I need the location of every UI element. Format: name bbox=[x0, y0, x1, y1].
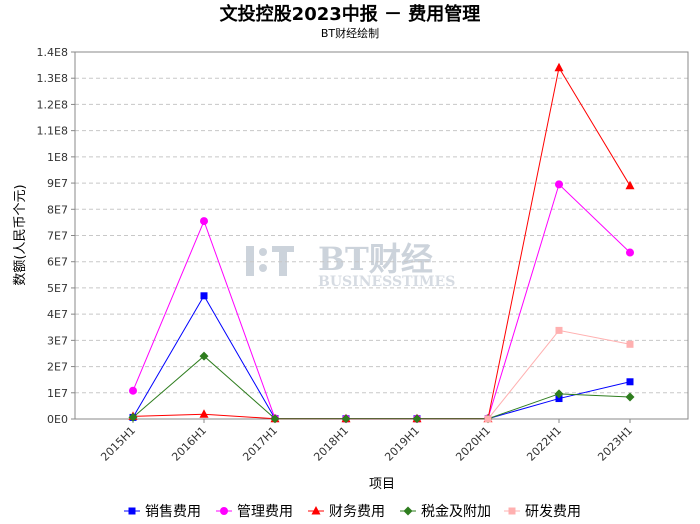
data-point bbox=[555, 180, 563, 189]
x-tick-label: 2023H1 bbox=[595, 424, 635, 464]
data-point bbox=[625, 392, 635, 402]
data-point bbox=[554, 62, 564, 72]
chart-title: 文投控股2023中报 － 费用管理 bbox=[220, 3, 481, 25]
y-tick-label: 3E7 bbox=[47, 334, 68, 347]
data-point bbox=[626, 340, 634, 348]
y-tick-label: 8E7 bbox=[47, 203, 68, 216]
legend-item: 研发费用 bbox=[504, 504, 581, 520]
watermark-sub: BUSINESSTIMES bbox=[318, 274, 455, 290]
y-tick-label: 2E7 bbox=[47, 361, 68, 374]
y-tick-label: 1.3E8 bbox=[37, 72, 68, 85]
y-tick-label: 6E7 bbox=[47, 256, 68, 269]
series-line bbox=[487, 329, 631, 420]
x-tick-label: 2018H1 bbox=[311, 424, 351, 464]
data-point bbox=[626, 248, 634, 257]
data-point bbox=[200, 292, 208, 300]
data-point bbox=[199, 409, 209, 418]
legend-marker bbox=[403, 506, 413, 516]
y-tick-label: 1E7 bbox=[47, 387, 68, 400]
watermark-main: BT财经 bbox=[318, 240, 433, 278]
data-point bbox=[128, 412, 138, 422]
x-tick-label: 2016H1 bbox=[169, 424, 209, 464]
data-point bbox=[341, 414, 351, 424]
data-point bbox=[626, 378, 634, 386]
series-1 bbox=[129, 180, 634, 423]
series-line bbox=[132, 294, 631, 420]
legend-marker bbox=[311, 506, 321, 515]
data-point bbox=[554, 389, 564, 399]
data-point bbox=[200, 217, 208, 226]
y-tick-label: 5E7 bbox=[47, 282, 68, 295]
y-tick-label: 9E7 bbox=[47, 177, 68, 190]
legend-label: 销售费用 bbox=[145, 504, 201, 520]
x-tick-label: 2020H1 bbox=[453, 424, 493, 464]
legend-marker bbox=[508, 507, 516, 515]
data-point bbox=[555, 395, 563, 403]
legend-marker bbox=[128, 507, 136, 515]
legend-item: 财务费用 bbox=[308, 504, 385, 520]
y-tick-label: 1.4E8 bbox=[37, 46, 68, 59]
legend-label: 财务费用 bbox=[329, 504, 385, 520]
y-axis-label: 数额(人民币个元) bbox=[13, 184, 28, 285]
y-tick-label: 1.1E8 bbox=[37, 125, 68, 138]
series-group bbox=[128, 62, 635, 424]
x-tick-label: 2022H1 bbox=[524, 424, 564, 464]
legend-label: 税金及附加 bbox=[421, 504, 491, 520]
data-point bbox=[625, 180, 635, 190]
watermark-logo-icon bbox=[246, 246, 294, 276]
data-point bbox=[555, 326, 563, 334]
data-point bbox=[270, 414, 280, 424]
legend-label: 研发费用 bbox=[525, 504, 581, 520]
grid bbox=[75, 77, 688, 394]
x-tick-label: 2017H1 bbox=[240, 424, 280, 464]
y-tick-label: 1.2E8 bbox=[37, 98, 68, 111]
data-point bbox=[484, 415, 492, 423]
x-axis: 2015H1 2016H1 2017H1 2018H1 2019H1 2020H1 2022… bbox=[98, 419, 635, 464]
legend-item: 销售费用 bbox=[124, 504, 201, 520]
series-3 bbox=[128, 351, 635, 424]
series-line bbox=[132, 355, 631, 420]
y-tick-label: 4E7 bbox=[47, 308, 68, 321]
x-tick-label: 2015H1 bbox=[98, 424, 138, 464]
legend-item: 管理费用 bbox=[216, 504, 293, 520]
y-axis: 0E0 1E7 2E7 3E7 4E7 5E7 6E7 7E7 8E7 9E7 1E8 1.1E8 1.… bbox=[37, 46, 75, 426]
y-tick-label: 1E8 bbox=[47, 151, 68, 164]
legend: 销售费用 管理费用 财务费用 税金及附加 研发费用 bbox=[124, 504, 581, 520]
x-axis-label: 项目 bbox=[369, 477, 395, 492]
data-point bbox=[199, 351, 209, 361]
y-tick-label: 0E0 bbox=[47, 413, 68, 426]
watermark: BT财经 BUSINESSTIMES bbox=[246, 240, 455, 290]
data-point bbox=[129, 386, 137, 395]
chart-subtitle: BT财经绘制 bbox=[321, 26, 379, 40]
x-tick-label: 2019H1 bbox=[382, 424, 422, 464]
series-4 bbox=[484, 326, 634, 423]
y-tick-label: 7E7 bbox=[47, 230, 68, 243]
legend-label: 管理费用 bbox=[237, 504, 293, 520]
data-point bbox=[412, 414, 422, 424]
legend-item: 税金及附加 bbox=[400, 504, 491, 520]
legend-marker bbox=[220, 507, 228, 515]
